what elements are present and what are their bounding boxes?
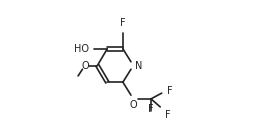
Text: F: F — [167, 86, 172, 96]
Text: O: O — [81, 61, 89, 71]
Text: F: F — [165, 110, 170, 120]
Text: HO: HO — [74, 44, 89, 54]
Text: F: F — [148, 104, 154, 114]
Text: F: F — [120, 18, 126, 28]
Text: O: O — [130, 100, 137, 110]
Text: N: N — [135, 61, 142, 71]
